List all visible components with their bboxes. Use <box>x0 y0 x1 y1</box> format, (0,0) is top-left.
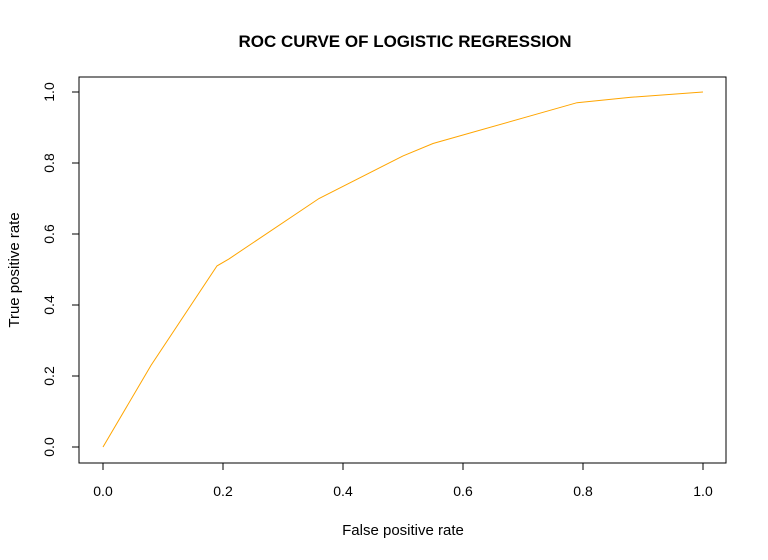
x-tick-label: 0.4 <box>333 483 353 499</box>
x-tick-label: 0.0 <box>93 483 113 499</box>
x-axis-label: False positive rate <box>342 522 464 539</box>
y-tick-label: 0.4 <box>41 295 57 315</box>
x-tick-label: 0.8 <box>573 483 593 499</box>
x-tick-label: 0.6 <box>453 483 473 499</box>
x-tick-label: 1.0 <box>693 483 713 499</box>
plot-area-frame <box>78 76 727 464</box>
x-tick-label: 0.2 <box>213 483 233 499</box>
y-tick-label: 0.8 <box>41 153 57 173</box>
roc-curve-line <box>102 91 704 448</box>
x-axis: 0.0 0.2 0.4 0.6 0.8 1.0 <box>93 462 713 499</box>
y-tick-label: 0.0 <box>41 437 57 457</box>
y-tick-label: 0.6 <box>41 224 57 244</box>
chart-title: ROC CURVE OF LOGISTIC REGRESSION <box>238 32 571 51</box>
y-tick-label: 0.2 <box>41 366 57 386</box>
series-layer <box>102 91 704 448</box>
y-tick-label: 1.0 <box>41 82 57 102</box>
y-axis-label: True positive rate <box>6 212 23 327</box>
y-axis: 0.0 0.2 0.4 0.6 0.8 1.0 <box>41 82 80 457</box>
